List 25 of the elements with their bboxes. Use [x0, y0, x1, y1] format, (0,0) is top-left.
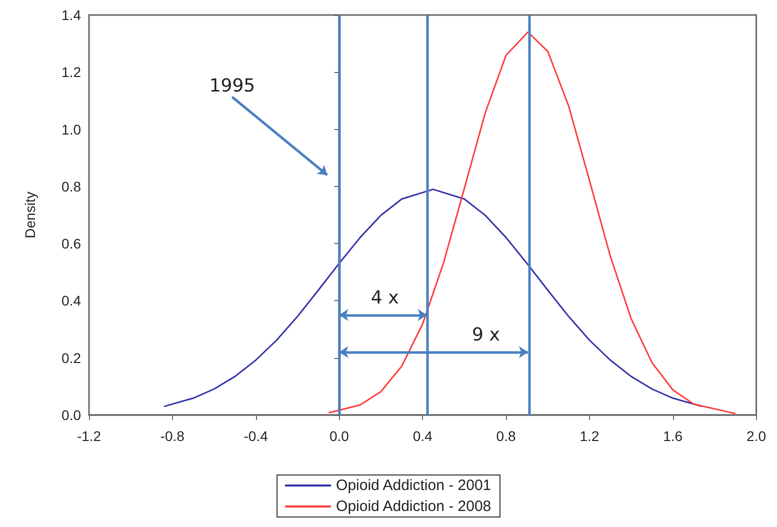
x-tick-label: 1.6	[663, 428, 683, 444]
y-tick-label: 0.2	[62, 350, 82, 366]
y-tick-label: 0.6	[62, 236, 82, 252]
x-tick-label: 0.8	[496, 428, 516, 444]
x-tick-label: -1.2	[76, 428, 102, 444]
y-tick-label: 1.2	[62, 64, 82, 80]
legend-label: Opioid Addiction - 2001	[336, 477, 492, 494]
y-tick-label: 0.0	[62, 407, 82, 423]
x-tick-label: 0.4	[412, 428, 433, 444]
x-tick-label: -0.8	[160, 428, 185, 444]
y-tick-label: 0.8	[62, 178, 82, 194]
annotation: 4 x	[370, 288, 400, 308]
y-tick-label: 1.0	[62, 121, 82, 138]
y-tick-label: 1.4	[62, 7, 82, 23]
x-tick-label: 0.0	[329, 428, 350, 444]
annotation: 1995	[209, 76, 256, 96]
x-tick-label: 2.0	[746, 428, 766, 444]
line-series	[328, 31, 736, 414]
x-tick-label: 1.2	[580, 428, 600, 444]
line-series	[163, 188, 703, 408]
x-tick-label: -0.4	[244, 428, 268, 444]
annotation: 9 x	[472, 324, 500, 346]
legend-label: Opioid Addiction - 2008	[336, 498, 492, 515]
y-axis-title: Density	[22, 192, 38, 238]
y-tick-label: 0.4	[62, 292, 82, 309]
